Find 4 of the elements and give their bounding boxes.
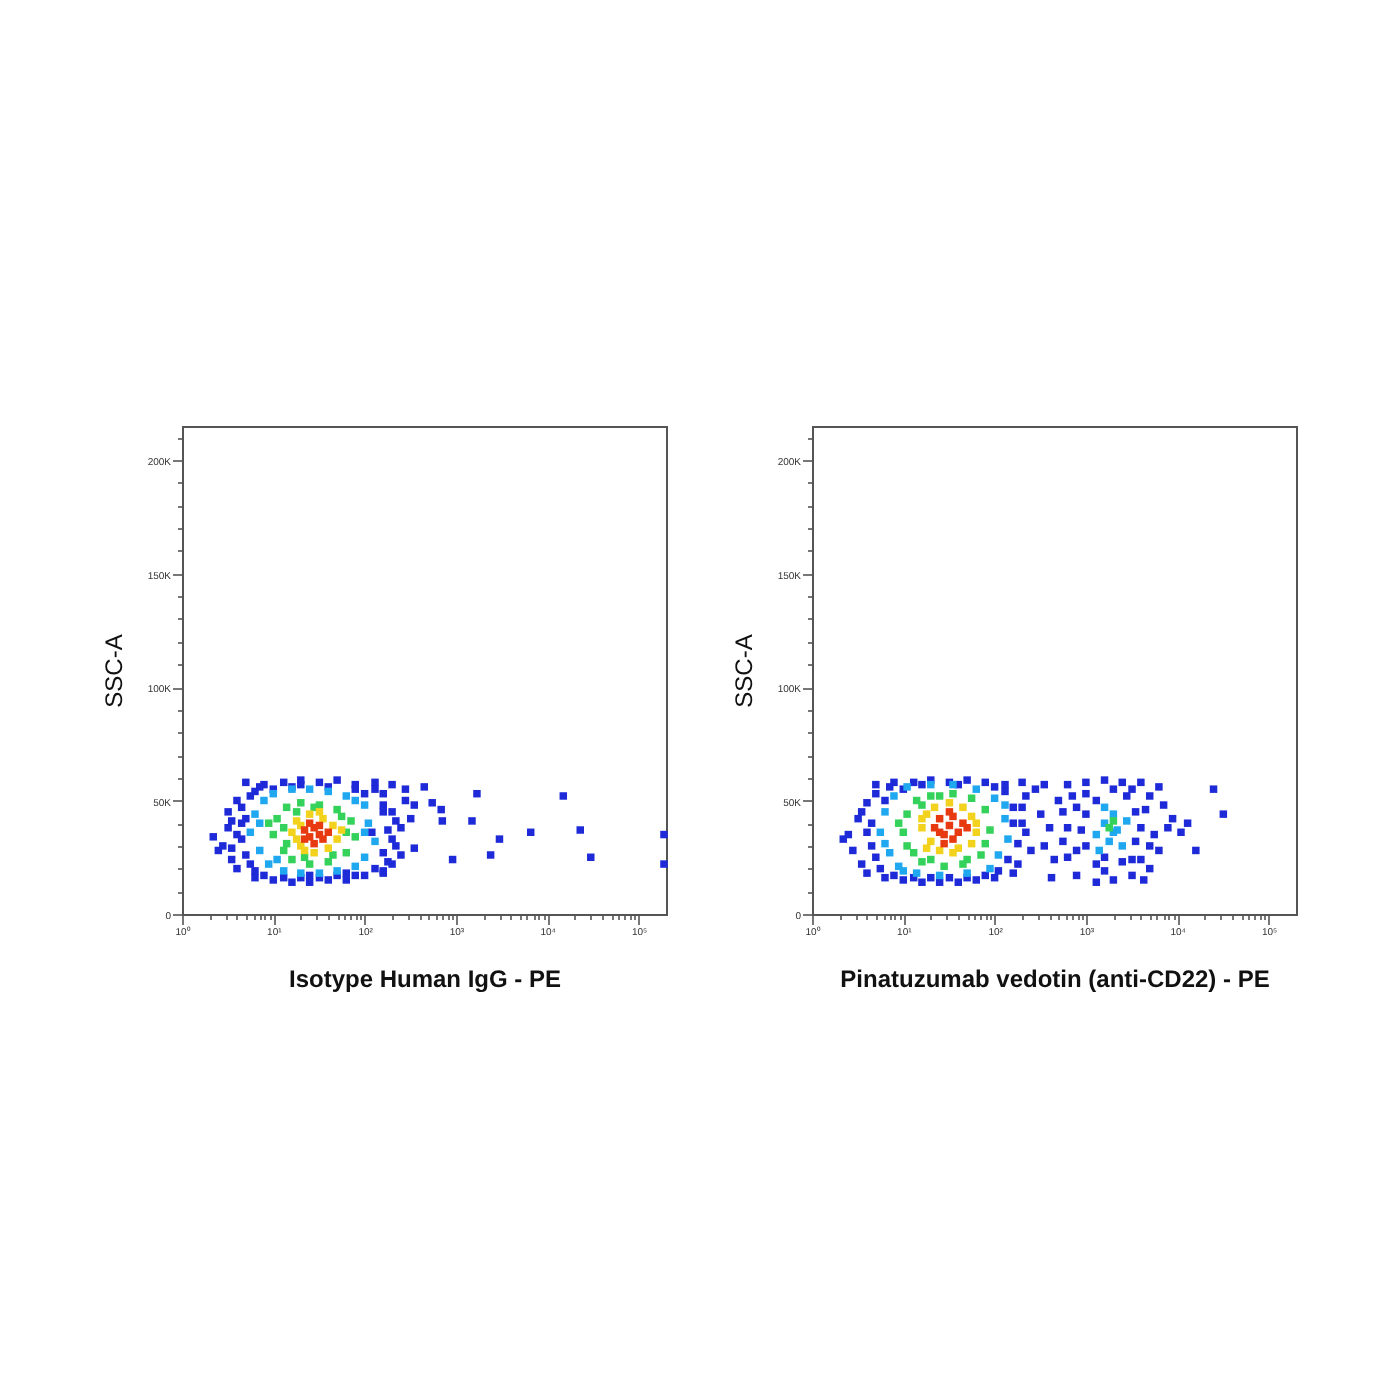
- x-axis-title: Isotype Human IgG - PE: [288, 965, 562, 993]
- y-axis-title: SSC-A: [99, 634, 128, 708]
- x-axis-title: Pinatuzumab vedotin (anti-CD22) - PE: [840, 965, 1270, 993]
- y-axis-title: SSC-A: [729, 634, 758, 708]
